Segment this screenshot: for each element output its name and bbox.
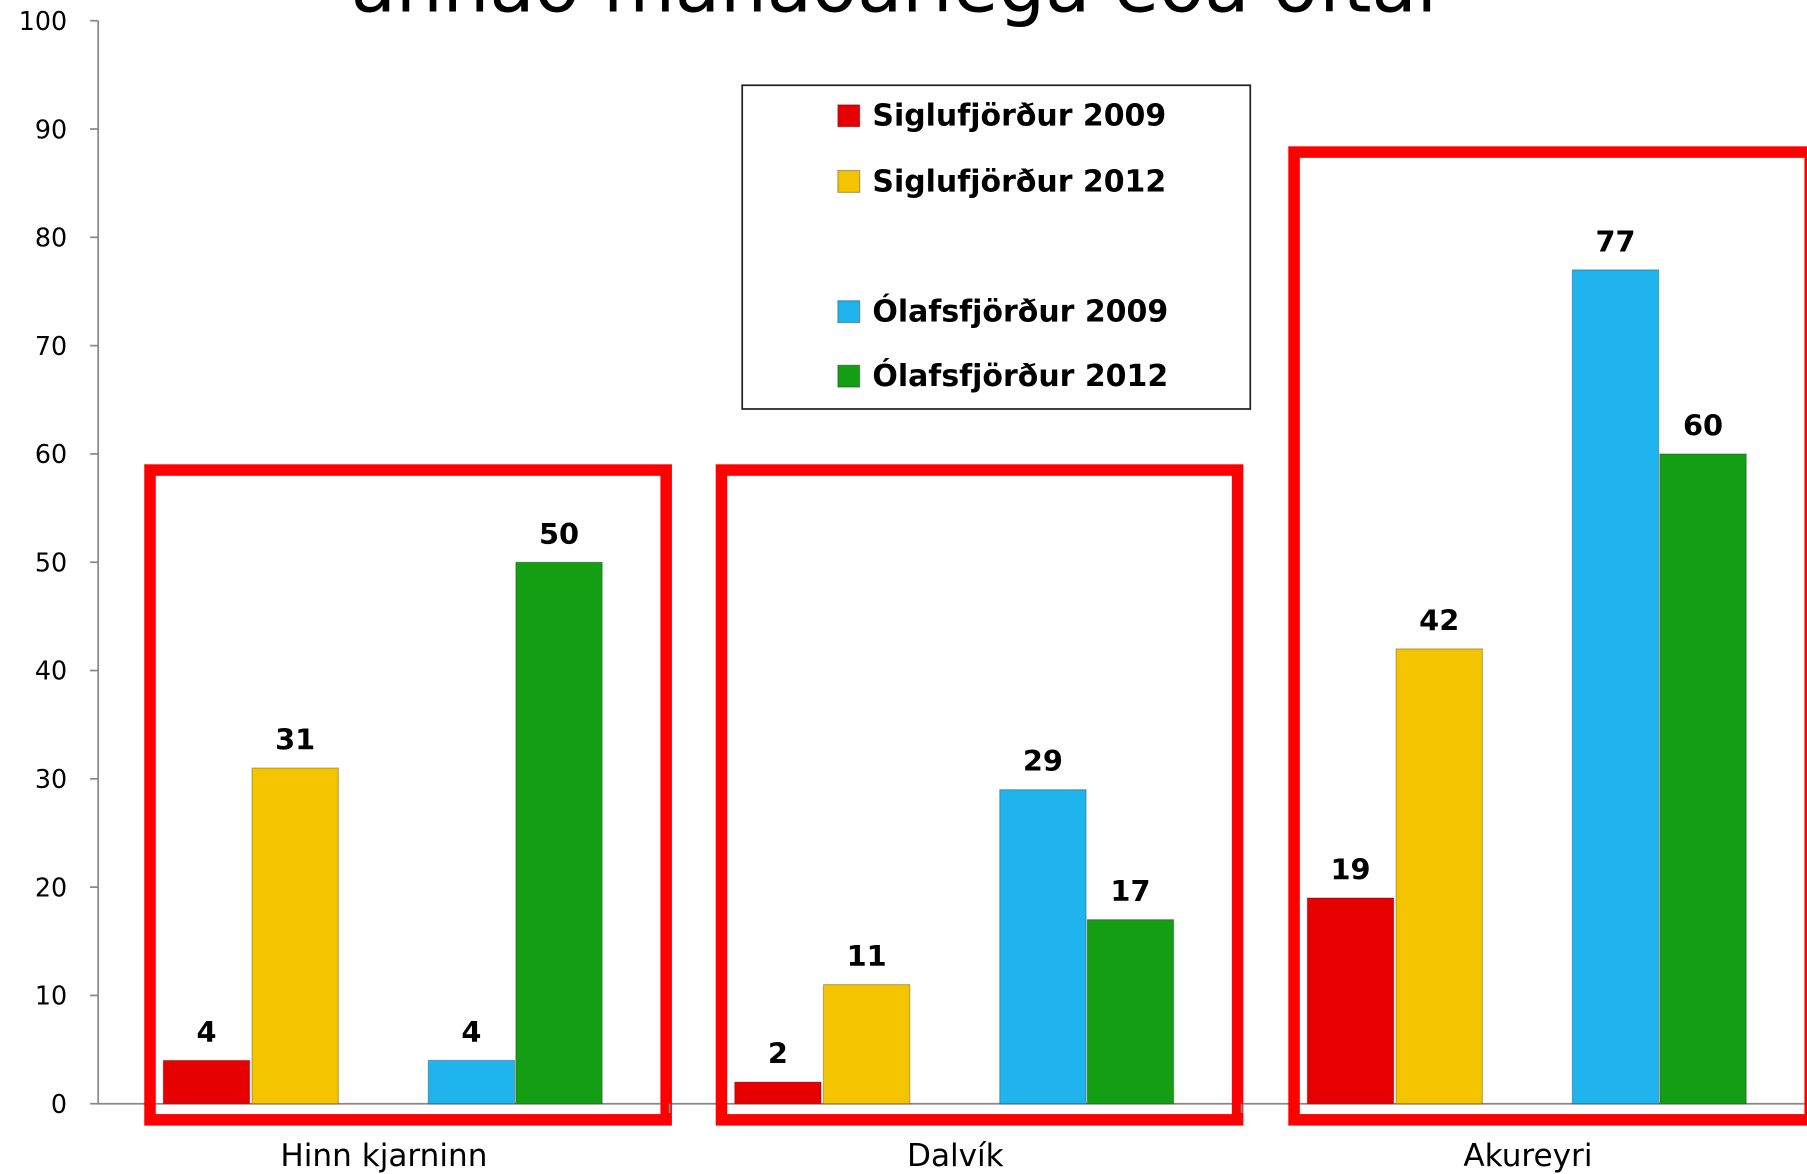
legend-box [741,84,1252,410]
value-label: 50 [539,517,579,551]
y-tick-label: 60 [35,439,67,469]
bar [999,789,1087,1105]
x-tick-label: Akureyri [1463,1138,1592,1174]
bar [1395,648,1484,1105]
legend-label: Siglufjörður 2009 [872,99,1166,134]
y-tick-label: 90 [35,114,67,144]
x-tick-label: Dalvík [907,1138,1004,1174]
legend-swatch [837,169,861,193]
bar [1659,453,1747,1105]
y-tick-label: 80 [35,223,67,253]
y-tick-label: 70 [35,331,67,361]
legend-label: Siglufjörður 2012 [872,164,1166,199]
bar [1086,919,1175,1105]
legend-label: Ólafsfjörður 2012 [872,357,1168,394]
value-label: 60 [1683,408,1723,442]
chart-title: annað mánaðarlega eða oftar [351,0,1448,30]
y-tick-label: 0 [51,1089,67,1119]
bar [1571,269,1660,1105]
bar [822,984,911,1105]
bar [1306,897,1395,1105]
y-tick-label: 100 [19,6,67,36]
value-label: 31 [275,723,315,757]
value-label: 4 [461,1015,481,1049]
x-tick-label: Hinn kjarninn [280,1138,487,1174]
bar [427,1059,516,1105]
y-tick-label: 30 [35,764,67,794]
legend-swatch [837,104,861,128]
value-label: 77 [1595,224,1635,258]
bar [734,1081,822,1105]
highlight-box [1288,146,1807,1126]
value-label: 11 [847,939,887,973]
y-tick-label: 50 [35,547,67,577]
y-tick-label: 10 [35,981,67,1011]
value-label: 19 [1330,853,1370,887]
bar [251,767,339,1105]
highlight-box [144,464,672,1126]
bar [515,561,603,1105]
highlight-box [715,464,1244,1126]
value-label: 42 [1419,603,1459,637]
value-label: 29 [1023,744,1063,778]
value-label: 17 [1110,874,1150,908]
value-label: 2 [768,1037,788,1071]
legend-label: Ólafsfjörður 2009 [872,292,1168,329]
y-tick-label: 20 [35,872,67,902]
value-label: 4 [196,1015,216,1049]
bar [162,1059,251,1105]
legend-swatch [837,300,861,324]
y-tick-label: 40 [35,656,67,686]
legend-swatch [837,364,861,388]
